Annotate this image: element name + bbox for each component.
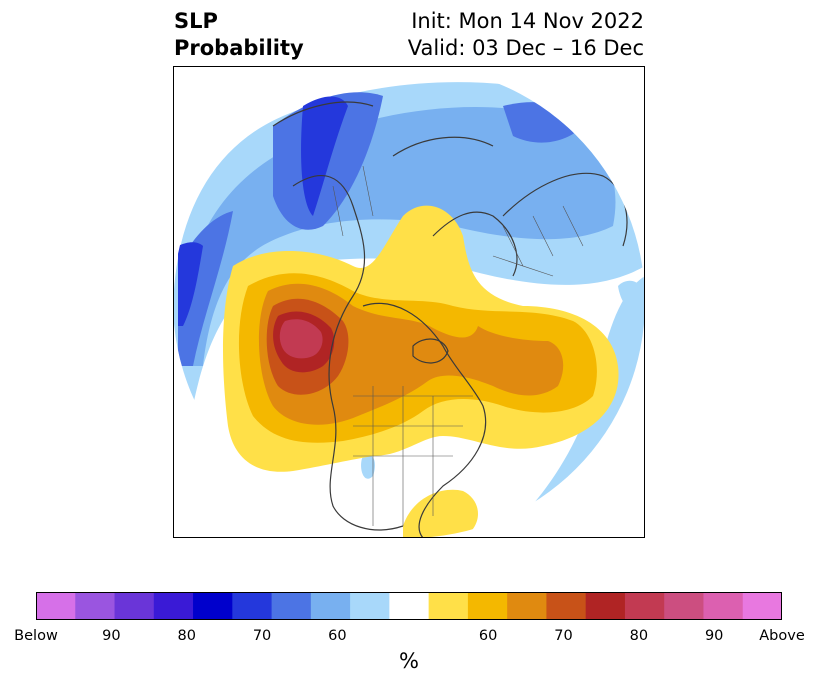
colorbar-segment <box>36 592 76 620</box>
colorbar-tick-label: 80 <box>629 628 649 644</box>
colorbar-segment <box>703 592 744 620</box>
colorbar-segment <box>664 592 704 620</box>
colorbar-segment <box>153 592 194 620</box>
colorbar-unit-label: % <box>399 649 419 673</box>
colorbar-segment <box>389 592 430 620</box>
colorbar-frame <box>36 592 782 620</box>
colorbar-tick-label: Below <box>14 628 58 644</box>
colorbar-tick-label: 60 <box>328 628 347 644</box>
colorbar-segment <box>585 592 626 620</box>
colorbar-tick-label: Above <box>759 628 805 644</box>
colorbar-segment <box>624 592 665 620</box>
colorbar-segment <box>310 592 351 620</box>
valid-range-label: Valid: 03 Dec – 16 Dec <box>407 36 644 60</box>
coastlines <box>272 101 628 538</box>
colorbar-segment <box>507 592 547 620</box>
colorbar-tick-label: 90 <box>704 628 724 644</box>
colorbar-segment <box>350 592 390 620</box>
init-date-label: Init: Mon 14 Nov 2022 <box>411 9 644 33</box>
polar-stereographic-map <box>173 66 645 538</box>
colorbar-tick-label: 60 <box>478 628 498 644</box>
colorbar-segment <box>193 592 233 620</box>
colorbar-segment <box>428 592 469 620</box>
colorbar-segment <box>232 592 273 620</box>
title-left: SLP Probability <box>174 8 304 62</box>
above-normal-region <box>223 205 619 538</box>
colorbar-segment <box>114 592 155 620</box>
colorbar-segment <box>271 592 312 620</box>
map-frame <box>173 66 645 538</box>
colorbar-tick-label: 80 <box>177 628 196 644</box>
title-subvariable: Probability <box>174 36 304 60</box>
title-variable: SLP <box>174 9 218 33</box>
colorbar-tick-label: 90 <box>102 628 121 644</box>
title-right: Init: Mon 14 Nov 2022 Valid: 03 Dec – 16… <box>408 8 644 62</box>
colorbar-tick-label: 70 <box>554 628 573 644</box>
colorbar-segment <box>467 592 508 620</box>
colorbar-tick-label: 70 <box>252 628 272 644</box>
colorbar-segment <box>75 592 116 620</box>
probability-colorbar <box>36 592 782 620</box>
political-borders <box>332 165 584 526</box>
colorbar-segment <box>546 592 587 620</box>
colorbar-segment <box>742 592 782 620</box>
